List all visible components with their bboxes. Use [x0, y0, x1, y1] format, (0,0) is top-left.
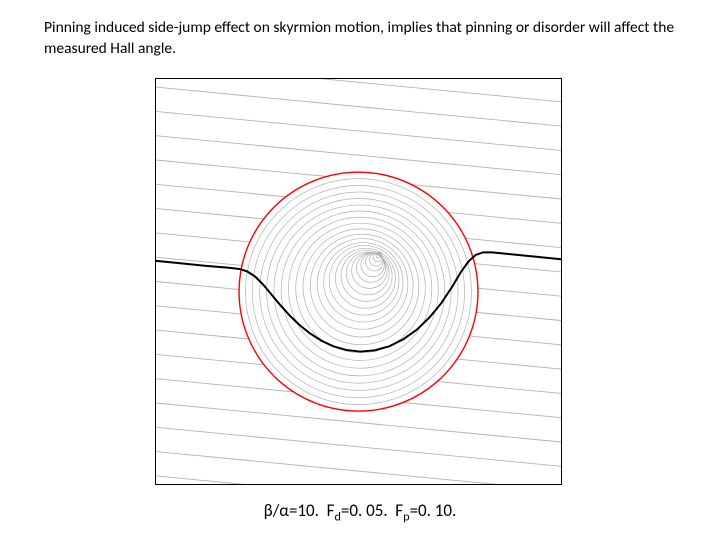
fd-value: 0. 05 — [349, 500, 383, 521]
symbol-eq3: = — [410, 500, 418, 521]
fp-value: 0. 10 — [418, 500, 452, 521]
figure-frame — [155, 78, 562, 485]
sep2: . F — [383, 500, 403, 521]
symbol-alpha: α — [279, 500, 289, 521]
symbol-beta: β — [264, 500, 273, 521]
skyrmion-trajectory-plot — [156, 79, 561, 484]
beta-alpha-value: 10 — [297, 500, 314, 521]
caption-text: β/α=10. Fd=0. 05. Fp=0. 10. — [0, 500, 720, 524]
slide: Pinning induced side-jump effect on skyr… — [0, 0, 720, 540]
sep3: . — [452, 500, 456, 521]
sep1: . F — [315, 500, 335, 521]
title-text: Pinning induced side-jump effect on skyr… — [44, 18, 684, 60]
